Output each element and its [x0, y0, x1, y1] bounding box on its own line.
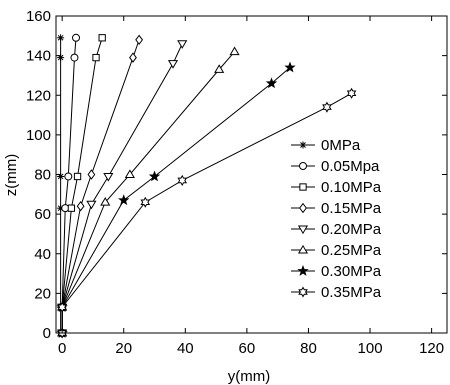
data-point [76, 200, 85, 212]
y-tick-label: 0 [43, 325, 51, 342]
x-tick-label: 80 [300, 340, 317, 357]
legend-marker [299, 183, 307, 191]
data-point [135, 34, 144, 45]
x-tick-label: 20 [115, 340, 132, 357]
x-tick-label: 0 [58, 340, 66, 357]
data-point [57, 301, 67, 313]
y-tick-label: 40 [34, 246, 51, 263]
x-tick-label: 100 [358, 340, 383, 357]
legend-marker [297, 225, 309, 235]
legend-entry: 0.05Mpa [291, 158, 380, 175]
data-point [73, 172, 82, 181]
x-axis-label: y(mm) [228, 368, 270, 385]
asterisk-stroke [300, 142, 306, 148]
legend-label: 0.30MPa [321, 263, 382, 280]
data-point [284, 61, 296, 73]
data-point [100, 197, 111, 206]
y-tick-label: 20 [34, 285, 51, 302]
data-point [87, 169, 96, 180]
x-tick-label: 60 [239, 340, 256, 357]
legend: 0MPa 0.05Mpa 0.10MPa 0.15MPa 0.20MPa 0.25MPa 0… [291, 137, 382, 301]
data-point [177, 40, 188, 49]
legend-label: 0.10MPa [321, 179, 382, 196]
data-point [140, 196, 151, 208]
data-point [57, 34, 65, 42]
y-tick-label: 60 [34, 206, 51, 223]
x-tick-label: 40 [177, 340, 194, 357]
legend-marker [299, 162, 307, 170]
data-point [346, 87, 357, 99]
data-point [118, 194, 130, 206]
data-point [229, 46, 240, 56]
data-point [70, 53, 79, 62]
legend-entry: 0MPa [291, 137, 361, 154]
data-point [265, 77, 278, 89]
legend-entry: 0.30MPa [291, 263, 382, 280]
y-tick-label: 100 [26, 127, 51, 144]
data-point [98, 34, 106, 42]
legend-label: 0.15MPa [321, 200, 382, 217]
data-point [214, 64, 225, 73]
legend-marker [299, 141, 307, 149]
data-point [64, 172, 73, 181]
legend-entry: 0.20MPa [291, 221, 382, 238]
y-tick-label: 140 [26, 48, 51, 65]
data-point [67, 204, 76, 212]
data-point [92, 53, 100, 62]
legend-entry: 0.15MPa [291, 200, 382, 217]
data-point [124, 169, 135, 178]
asterisk-stroke [57, 173, 64, 180]
data-point [86, 200, 97, 210]
legend-entry: 0.10MPa [291, 179, 382, 196]
axes: 0 20 40 60 80 100 120 0 20 40 60 80 100 120 140 160 [26, 8, 448, 357]
legend-label: 0MPa [321, 137, 361, 154]
asterisk-stroke [57, 34, 64, 41]
legend-marker [297, 244, 309, 254]
legend-entry: 0.35MPa [291, 284, 382, 301]
data-point [322, 101, 332, 113]
data-point [61, 204, 70, 213]
data-point [103, 173, 114, 182]
data-point [129, 52, 137, 63]
y-tick-label: 120 [26, 87, 51, 104]
asterisk-stroke [57, 54, 64, 61]
data-point [167, 60, 179, 69]
legend-marker [299, 202, 307, 214]
series-7 [57, 87, 357, 339]
x-tick-label: 120 [419, 340, 444, 357]
data-point [57, 172, 65, 180]
legend-label: 0.25MPa [321, 242, 382, 259]
y-tick-label: 160 [26, 8, 51, 25]
y-tick-label: 80 [34, 167, 51, 184]
legend-entry: 0.25MPa [291, 242, 382, 259]
legend-marker [297, 265, 309, 276]
legend-label: 0.05Mpa [321, 158, 380, 175]
data-point [72, 33, 81, 42]
y-axis-label: z(mm) [3, 154, 20, 196]
plot-area [56, 33, 357, 339]
legend-label: 0.35MPa [321, 284, 382, 301]
legend-label: 0.20MPa [321, 221, 382, 238]
legend-marker [298, 286, 308, 298]
data-point [148, 170, 161, 182]
data-point [177, 174, 188, 186]
